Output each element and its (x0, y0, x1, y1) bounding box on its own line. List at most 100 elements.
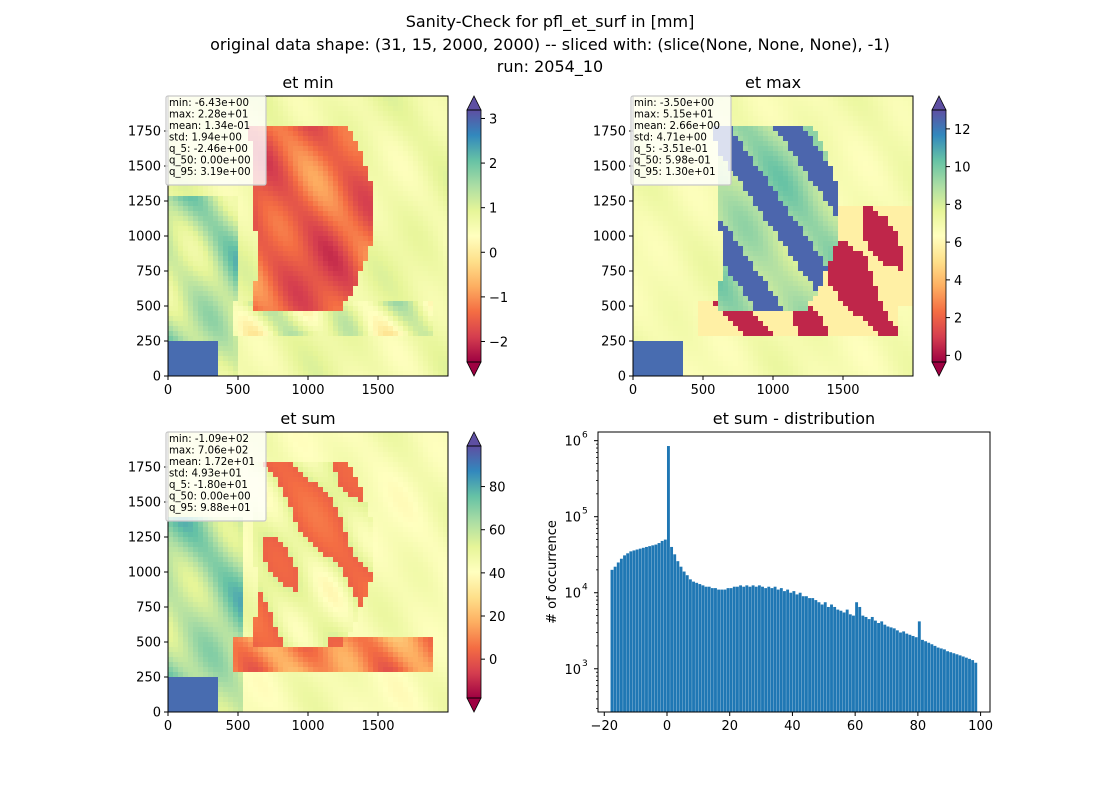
heatmap-cell (653, 271, 659, 277)
heatmap-cell (688, 211, 694, 217)
heatmap-cell (658, 346, 664, 352)
heatmap-cell (388, 146, 394, 152)
heatmap-cell (273, 291, 279, 297)
heatmap-cell (638, 196, 644, 202)
heatmap-cell (758, 296, 764, 302)
heatmap-cell (708, 341, 714, 347)
heatmap-cell (353, 146, 359, 152)
heatmap-cell (388, 106, 394, 112)
heatmap-cell (738, 181, 744, 187)
heatmap-cell (193, 241, 199, 247)
heatmap-cell (168, 246, 174, 252)
heatmap-cell (193, 286, 199, 292)
heatmap-cell (683, 186, 689, 192)
heatmap-cell (438, 101, 444, 107)
heatmap-cell (403, 366, 409, 372)
heatmap-cell (228, 266, 234, 272)
heatmap-cell (348, 171, 354, 177)
heatmap-cell (688, 306, 694, 312)
heatmap-cell (683, 216, 689, 222)
heatmap-cell (213, 191, 219, 197)
heatmap-cell (443, 171, 449, 177)
heatmap-cell (418, 371, 424, 377)
heatmap-cell (358, 126, 364, 132)
heatmap-cell (633, 226, 639, 232)
heatmap-cell (233, 186, 239, 192)
heatmap-cell (378, 116, 384, 122)
heatmap-cell (253, 286, 259, 292)
heatmap-cell (748, 306, 754, 312)
heatmap-cell (238, 351, 244, 357)
heatmap-cell (443, 226, 449, 232)
heatmap-cell (398, 276, 404, 282)
heatmap-cell (753, 126, 759, 132)
heatmap-cell (768, 316, 774, 322)
heatmap-cell (418, 101, 424, 107)
heatmap-cell (288, 291, 294, 297)
heatmap-cell (388, 366, 394, 372)
heatmap-cell (368, 186, 374, 192)
heatmap-cell (633, 311, 639, 317)
heatmap-cell (658, 191, 664, 197)
heatmap-cell (283, 236, 289, 242)
heatmap-cell (308, 221, 314, 227)
heatmap-cell (293, 371, 299, 377)
heatmap-cell (648, 336, 654, 342)
heatmap-cell (643, 301, 649, 307)
heatmap-cell (648, 246, 654, 252)
heatmap-cell (318, 236, 324, 242)
heatmap-cell (343, 366, 349, 372)
heatmap-cell (328, 346, 334, 352)
heatmap-cell (688, 341, 694, 347)
heatmap-cell (778, 121, 784, 127)
heatmap-cell (433, 151, 439, 157)
heatmap-cell (288, 331, 294, 337)
heatmap-cell (738, 221, 744, 227)
heatmap-cell (713, 261, 719, 267)
heatmap-cell (208, 276, 214, 282)
heatmap-cell (208, 311, 214, 317)
heatmap-cell (758, 156, 764, 162)
heatmap-cell (758, 281, 764, 287)
heatmap-cell (268, 371, 274, 377)
heatmap-cell (428, 311, 434, 317)
heatmap-cell (788, 166, 794, 172)
heatmap-cell (283, 141, 289, 147)
heatmap-cell (343, 311, 349, 317)
heatmap-cell (318, 226, 324, 232)
heatmap-cell (763, 366, 769, 372)
heatmap-cell (643, 271, 649, 277)
heatmap-cell (763, 301, 769, 307)
heatmap-cell (718, 206, 724, 212)
heatmap-cell (298, 241, 304, 247)
heatmap-cell (293, 211, 299, 217)
heatmap-cell (188, 306, 194, 312)
heatmap-cell (433, 331, 439, 337)
heatmap-cell (248, 286, 254, 292)
heatmap-cell (768, 181, 774, 187)
heatmap-cell (393, 171, 399, 177)
heatmap-cell (668, 346, 674, 352)
heatmap-cell (683, 251, 689, 257)
heatmap-cell (228, 231, 234, 237)
heatmap-cell (218, 186, 224, 192)
heatmap-cell (398, 166, 404, 172)
heatmap-cell (313, 281, 319, 287)
heatmap-cell (353, 206, 359, 212)
heatmap-cell (328, 226, 334, 232)
heatmap-cell (428, 101, 434, 107)
heatmap-cell (188, 231, 194, 237)
heatmap-cell (743, 191, 749, 197)
heatmap-cell (318, 141, 324, 147)
heatmap-cell (358, 121, 364, 127)
heatmap-cell (793, 101, 799, 107)
heatmap-cell (373, 111, 379, 117)
heatmap-cell (318, 271, 324, 277)
heatmap-cell (313, 261, 319, 267)
heatmap-cell (228, 241, 234, 247)
heatmap-cell (273, 196, 279, 202)
heatmap-cell (328, 121, 334, 127)
heatmap-cell (443, 96, 449, 102)
heatmap-cell (733, 261, 739, 267)
heatmap-cell (698, 276, 704, 282)
